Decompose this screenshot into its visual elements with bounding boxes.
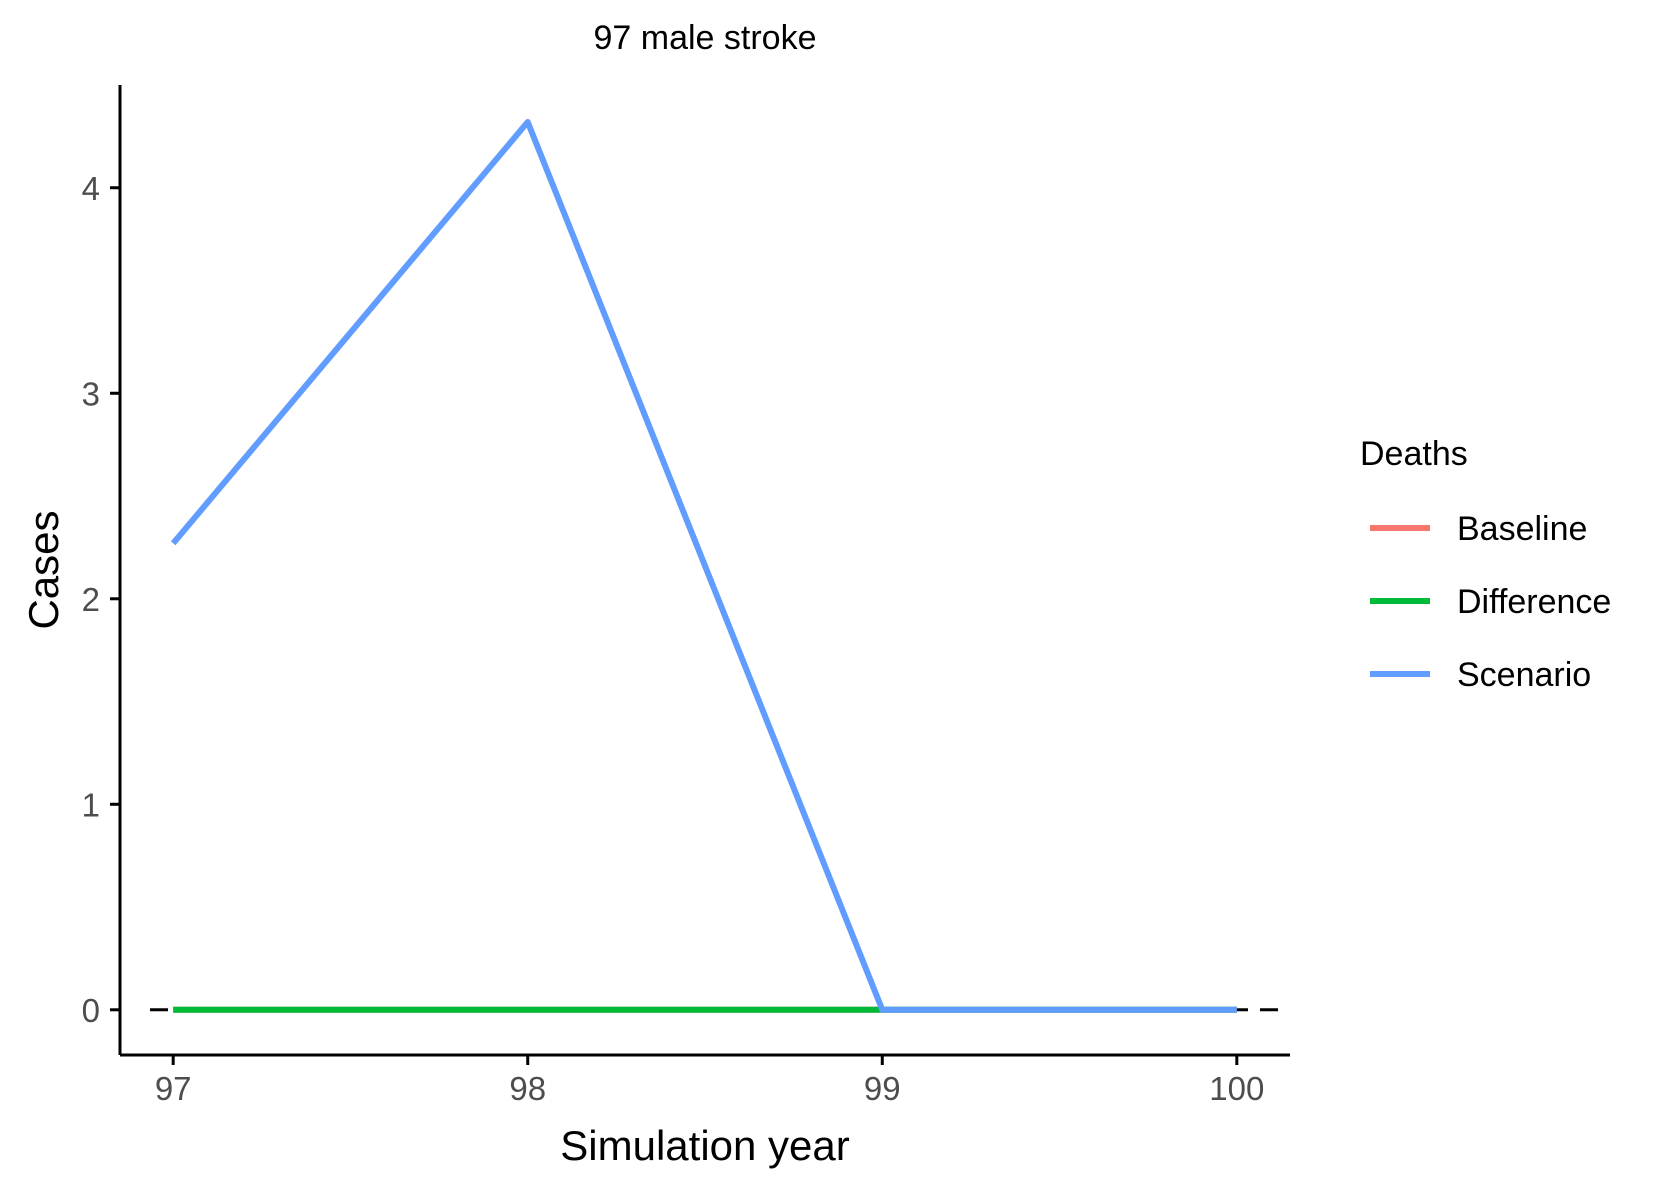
x-tick-label: 98 xyxy=(509,1070,546,1107)
legend-label: Baseline xyxy=(1457,510,1587,548)
y-tick-label: 4 xyxy=(82,170,100,207)
legend-item-baseline: Baseline xyxy=(1370,510,1587,548)
y-tick-label: 1 xyxy=(82,786,100,823)
chart-title: 97 male stroke xyxy=(594,19,817,57)
legend-item-scenario: Scenario xyxy=(1370,656,1591,694)
x-axis-title: Simulation year xyxy=(560,1122,849,1169)
legend-label: Scenario xyxy=(1457,656,1591,694)
series-layer xyxy=(170,119,1237,1013)
y-ticks: 0 1 2 3 4 xyxy=(82,170,120,1029)
y-tick-label: 3 xyxy=(82,375,100,412)
legend-title: Deaths xyxy=(1360,435,1468,473)
legend-items: Baseline Difference Scenario xyxy=(1370,510,1611,694)
series-line-scenario xyxy=(170,119,1237,1013)
y-tick-label: 0 xyxy=(82,992,100,1029)
y-tick-label: 2 xyxy=(82,581,100,618)
plot-area xyxy=(150,119,1290,1013)
legend-item-difference: Difference xyxy=(1370,583,1611,621)
x-ticks: 97 98 99 100 xyxy=(155,1055,1264,1107)
x-tick-label: 97 xyxy=(155,1070,192,1107)
x-tick-label: 100 xyxy=(1209,1070,1264,1107)
y-axis-title: Cases xyxy=(20,510,67,629)
legend: Deaths Baseline Difference Scenario xyxy=(1360,435,1611,694)
legend-label: Difference xyxy=(1457,583,1611,621)
x-tick-label: 99 xyxy=(864,1070,901,1107)
